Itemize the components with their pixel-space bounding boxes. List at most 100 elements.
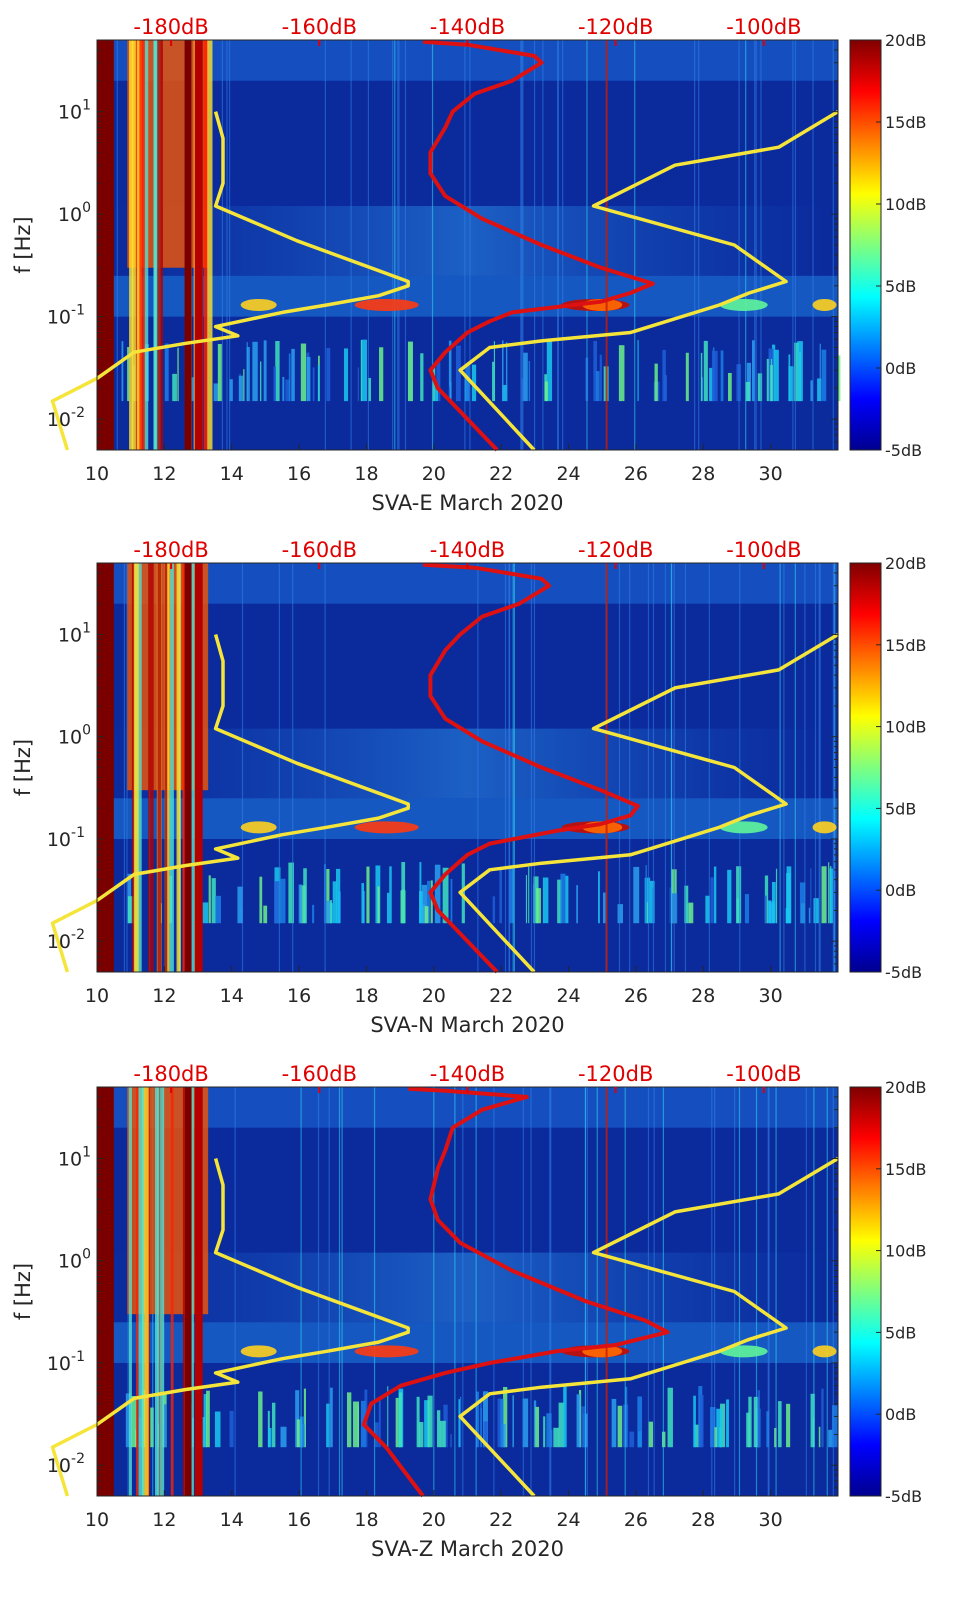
lf-streak <box>720 350 724 402</box>
top-db-label: -120dB <box>578 538 653 562</box>
y-tick-label: 10-1 <box>47 825 85 851</box>
microseism-hotspot <box>719 298 768 311</box>
lf-streak <box>213 383 219 402</box>
microseism-hotspot <box>354 821 419 834</box>
lf-streak <box>271 1402 276 1448</box>
broadband-streak <box>670 563 673 972</box>
top-db-label: -180dB <box>133 15 208 39</box>
broadband-streak <box>739 563 741 972</box>
lf-streak <box>821 349 827 402</box>
lf-streak <box>716 1408 722 1448</box>
lf-streak <box>163 1404 167 1448</box>
x-tick-label: 24 <box>556 985 580 1007</box>
lf-streak <box>576 1394 581 1448</box>
lf-streak <box>746 1412 750 1448</box>
colorbar-label: 0dB <box>885 359 916 378</box>
lf-streak <box>648 1421 653 1448</box>
x-tick-label: 10 <box>85 1509 109 1531</box>
lf-streak <box>379 347 384 402</box>
lf-streak <box>263 905 268 924</box>
x-tick-label: 26 <box>624 463 648 485</box>
lf-streak <box>810 868 812 924</box>
lf-streak <box>788 366 794 402</box>
lf-streak <box>560 873 566 924</box>
broadband-streak <box>549 1087 551 1496</box>
broadband-streak <box>241 563 244 972</box>
top-db-label: -120dB <box>578 15 653 39</box>
lf-streak <box>442 867 449 924</box>
broadband-streak <box>653 1087 655 1496</box>
lf-streak <box>499 866 503 924</box>
microseism-hotspot <box>240 821 277 834</box>
noisy-streak <box>145 1087 149 1496</box>
broadband-streak <box>367 40 370 450</box>
colorbar-label: -5dB <box>885 441 922 460</box>
lf-streak <box>533 1400 537 1448</box>
lf-streak <box>343 348 349 402</box>
broadband-streak <box>662 1087 664 1496</box>
lf-streak <box>424 1400 430 1448</box>
broadband-streak <box>520 40 522 450</box>
microseism-band <box>97 798 838 839</box>
lf-streak <box>389 866 392 924</box>
top-db-label: -100dB <box>726 15 801 39</box>
lf-streak <box>450 1434 452 1448</box>
lf-streak <box>595 371 600 402</box>
lf-streak <box>258 1391 263 1448</box>
lf-streak <box>821 866 827 924</box>
lf-streak <box>420 353 424 402</box>
lf-streak <box>767 900 772 924</box>
lf-streak <box>360 340 362 402</box>
colorbar-label: 15dB <box>885 1160 927 1179</box>
microseism-hotspot <box>812 298 837 311</box>
top-db-label: -140dB <box>430 538 505 562</box>
lf-streak <box>837 355 841 402</box>
lf-streak <box>306 356 311 402</box>
lf-streak <box>542 877 549 924</box>
lf-streak <box>295 1390 300 1448</box>
lf-streak <box>121 341 124 402</box>
noisy-streak <box>207 40 213 450</box>
lf-streak <box>419 891 423 924</box>
lf-streak <box>288 353 291 402</box>
x-tick-label: 28 <box>691 463 715 485</box>
station-noise-line <box>422 562 640 974</box>
lf-streak <box>618 345 625 402</box>
lf-streak <box>576 885 578 924</box>
lf-streak <box>273 366 277 402</box>
broadband-streak <box>629 563 631 972</box>
lf-streak <box>565 875 569 924</box>
lf-streak <box>786 872 791 924</box>
lf-streak <box>375 1422 379 1448</box>
colorbar-label: 5dB <box>885 1323 916 1342</box>
lf-streak <box>377 886 380 924</box>
lf-streak <box>214 1411 221 1448</box>
lf-streak <box>275 341 280 402</box>
broadband-streak <box>738 1087 741 1496</box>
broadband-streak <box>775 1087 777 1496</box>
colorbar-label: 10dB <box>885 195 927 214</box>
x-tick-label: 16 <box>287 463 311 485</box>
broadband-streak <box>123 563 126 972</box>
noisy-streak <box>157 563 162 972</box>
lf-streak <box>335 868 341 924</box>
lf-streak <box>528 360 531 402</box>
lf-streak <box>458 1399 461 1448</box>
broadband-streak <box>462 1087 464 1496</box>
microseism-hotspot <box>719 1345 768 1358</box>
microseism-hotspot <box>812 1345 837 1358</box>
lf-streak <box>629 1431 635 1448</box>
microseism-band <box>97 275 838 317</box>
broadband-streak <box>794 40 797 450</box>
noisy-streak <box>190 1087 194 1496</box>
lf-streak <box>164 343 169 402</box>
y-axis-label: f [Hz] <box>11 1263 35 1320</box>
broadband-streak <box>586 40 588 450</box>
high-noise-model-line <box>458 632 839 974</box>
lf-streak <box>625 1386 628 1448</box>
colorbar <box>849 562 882 973</box>
lf-streak <box>436 1410 441 1448</box>
top-db-label: -180dB <box>133 538 208 562</box>
noisy-streak <box>138 1087 145 1496</box>
lf-streak <box>285 379 291 402</box>
